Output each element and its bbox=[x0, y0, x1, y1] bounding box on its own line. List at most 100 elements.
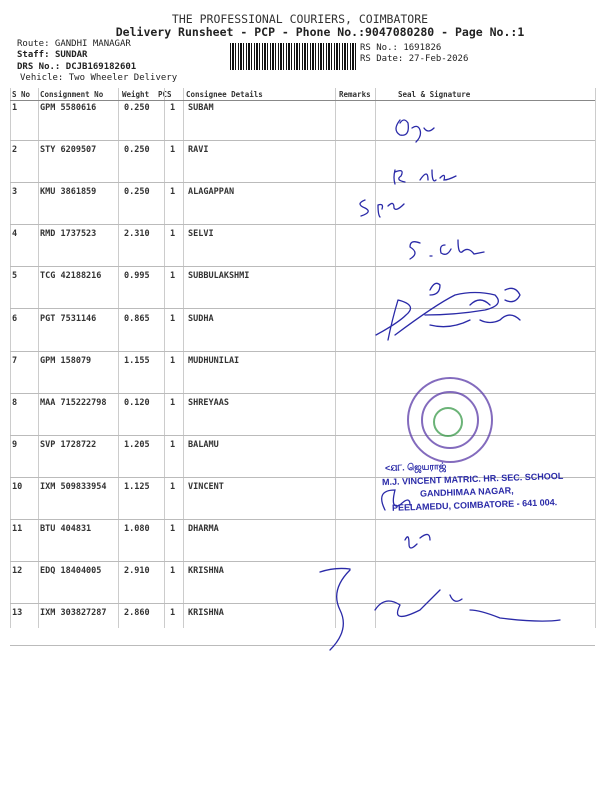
col-seal-signature: Seal & Signature bbox=[398, 90, 471, 99]
cell-sno: 4 bbox=[12, 229, 18, 240]
cell-consignment: RMD 1737523 bbox=[40, 229, 97, 240]
cell-consignment: IXM 303827287 bbox=[40, 608, 107, 619]
cell-consignment: IXM 509833954 bbox=[40, 481, 107, 492]
cell-sno: 8 bbox=[12, 397, 18, 408]
row-divider bbox=[10, 350, 595, 352]
cell-weight: 2.910 bbox=[124, 566, 150, 577]
cell-consignee: DHARMA bbox=[188, 524, 219, 534]
runsheet-subtitle: Delivery Runsheet - PCP - Phone No.:9047… bbox=[115, 25, 525, 39]
row-divider bbox=[10, 476, 595, 478]
column-divider bbox=[10, 88, 11, 628]
drs-number: DRS No.: DCJB169182601 bbox=[17, 62, 136, 72]
signature-3 bbox=[359, 199, 405, 218]
cell-sno: 13 bbox=[12, 608, 23, 619]
cell-weight: 0.995 bbox=[124, 271, 150, 282]
row-divider bbox=[10, 518, 595, 520]
cell-pcs: 1 bbox=[170, 355, 176, 366]
row-divider bbox=[10, 224, 595, 226]
cell-weight: 0.120 bbox=[124, 397, 150, 408]
cell-consignment: GPM 5580616 bbox=[40, 103, 97, 113]
cell-weight: 1.155 bbox=[124, 355, 150, 366]
row-divider bbox=[10, 140, 595, 141]
cell-sno: 5 bbox=[12, 271, 18, 282]
cell-consignment: MAA 715222798 bbox=[40, 397, 107, 408]
column-divider bbox=[375, 88, 376, 628]
cell-pcs: 1 bbox=[170, 524, 176, 534]
column-divider bbox=[118, 88, 119, 628]
cell-sno: 6 bbox=[12, 313, 18, 324]
row-divider bbox=[10, 392, 595, 394]
cell-weight: 2.860 bbox=[124, 608, 150, 619]
col-consignment: Consignment No bbox=[40, 90, 104, 99]
column-divider bbox=[183, 88, 184, 628]
stamp-line-2: GANDHIMAA NAGAR, bbox=[419, 485, 514, 499]
cell-consignment: PGT 7531146 bbox=[40, 313, 97, 324]
row-divider bbox=[10, 645, 595, 647]
cell-weight: 1.080 bbox=[124, 524, 150, 534]
cell-pcs: 1 bbox=[170, 271, 176, 282]
cell-consignee: SUDHA bbox=[188, 313, 214, 324]
cell-weight: 0.250 bbox=[124, 103, 150, 113]
staff-value: SUNDAR bbox=[54, 50, 88, 60]
signature-5 bbox=[375, 282, 521, 341]
cell-consignment: EDQ 18404005 bbox=[40, 566, 102, 577]
cell-consignee: KRISHNA bbox=[188, 608, 224, 619]
cell-weight: 0.865 bbox=[124, 313, 150, 324]
cell-consignment: TCG 42188216 bbox=[40, 271, 102, 282]
cell-pcs: 1 bbox=[170, 481, 176, 492]
cell-consignment: KMU 3861859 bbox=[40, 187, 97, 198]
signature-1 bbox=[395, 119, 435, 143]
col-consignee: Consignee Details bbox=[186, 90, 263, 99]
stamp-tamil-line: <ଯ୮. ஜெயராஜ் bbox=[384, 460, 447, 474]
cell-consignee: KRISHNA bbox=[188, 566, 224, 577]
row-divider bbox=[10, 434, 595, 436]
cell-consignee: SUBAM bbox=[188, 103, 214, 113]
rs-date: RS Date: 27-Feb-2026 bbox=[360, 54, 469, 64]
cell-weight: 0.250 bbox=[124, 187, 150, 198]
cell-pcs: 1 bbox=[170, 229, 176, 240]
staff: Staff: SUNDAR bbox=[17, 50, 87, 60]
stamp-line-3: PEELAMEDU, COIMBATORE - 641 004. bbox=[391, 497, 558, 513]
vehicle: Vehicle: Two Wheeler Delivery bbox=[20, 73, 178, 83]
row-divider bbox=[10, 308, 595, 310]
col-remarks: Remarks bbox=[339, 90, 371, 99]
cell-sno: 12 bbox=[12, 566, 23, 577]
row-divider bbox=[10, 182, 595, 184]
row-divider bbox=[10, 561, 595, 562]
cell-sno: 3 bbox=[12, 187, 18, 198]
cell-pcs: 1 bbox=[170, 608, 176, 619]
cell-consignee: SHREYAAS bbox=[188, 397, 229, 408]
cell-pcs: 1 bbox=[170, 439, 176, 450]
cell-sno: 11 bbox=[12, 524, 23, 534]
cell-pcs: 1 bbox=[170, 103, 176, 113]
cell-weight: 1.125 bbox=[124, 481, 150, 492]
cell-consignee: SELVI bbox=[188, 229, 214, 240]
col-sno: S No bbox=[12, 90, 31, 99]
column-divider bbox=[595, 88, 596, 628]
col-weight: Weight bbox=[122, 90, 150, 99]
company-title: THE PROFESSIONAL COURIERS, COIMBATORE bbox=[171, 12, 429, 26]
cell-sno: 9 bbox=[12, 439, 18, 450]
route: Route: GANDHI MANAGAR bbox=[17, 39, 131, 49]
cell-consignment: GPM 158079 bbox=[40, 355, 92, 366]
cell-sno: 10 bbox=[12, 481, 23, 492]
cell-pcs: 1 bbox=[170, 313, 176, 324]
rs-number: RS No.: 1691826 bbox=[360, 43, 442, 53]
signature-7 bbox=[404, 533, 431, 549]
cell-consignee: RAVI bbox=[188, 145, 209, 156]
staff-label: Staff: bbox=[17, 50, 55, 60]
cell-weight: 1.205 bbox=[124, 439, 150, 450]
drs-label: DRS No.: bbox=[17, 62, 66, 72]
cell-consignment: SVP 1728722 bbox=[40, 439, 97, 450]
drs-value: DCJB169182601 bbox=[65, 62, 137, 72]
cell-sno: 2 bbox=[12, 145, 18, 156]
column-divider bbox=[335, 88, 336, 628]
cell-consignee: BALAMU bbox=[188, 439, 219, 450]
column-divider bbox=[164, 88, 165, 628]
signature-8 bbox=[319, 567, 561, 651]
cell-sno: 1 bbox=[12, 103, 18, 113]
cell-pcs: 1 bbox=[170, 145, 176, 156]
header-divider bbox=[10, 100, 595, 101]
column-divider bbox=[38, 88, 39, 628]
school-stamp-seal bbox=[407, 377, 493, 463]
